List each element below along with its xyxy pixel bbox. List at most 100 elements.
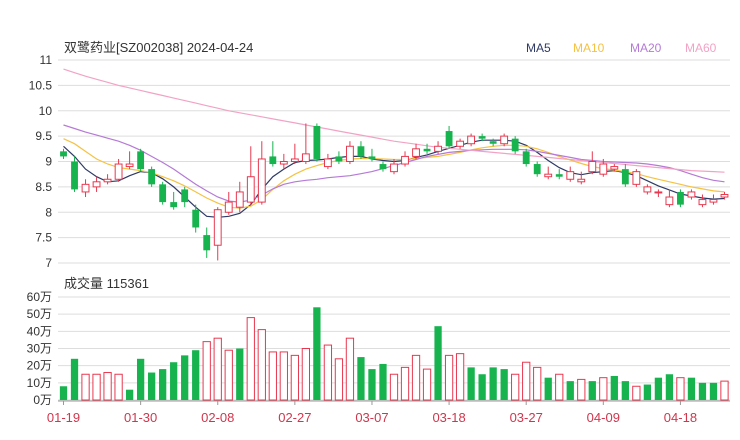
price-tick-label: 9 <box>45 155 52 169</box>
volume-bar <box>236 348 244 400</box>
candlestick <box>192 204 200 233</box>
volume-bar <box>654 377 663 400</box>
candle-body <box>279 161 288 165</box>
volume-tick-label: 60万 <box>27 290 52 304</box>
price-tick-label: 10 <box>39 104 53 118</box>
candle-body <box>533 164 541 175</box>
candle-body <box>588 161 597 173</box>
candlestick <box>114 158 123 182</box>
volume-bar <box>357 357 365 400</box>
volume-bar <box>148 372 156 400</box>
x-tick-label: 02-27 <box>278 410 311 425</box>
candle-body <box>511 138 519 152</box>
volume-y-axis: 60万 50万 40万 30万 20万 10万 0万 <box>27 290 52 407</box>
candlestick <box>489 138 497 147</box>
volume-bar <box>368 369 376 400</box>
candle-body <box>632 171 641 185</box>
candle-body <box>599 163 608 175</box>
candlestick <box>379 161 387 172</box>
volume-bar <box>621 381 629 400</box>
candlestick <box>610 164 619 172</box>
volume-bar <box>125 389 134 400</box>
candlestick <box>698 194 707 208</box>
candlestick <box>643 184 652 195</box>
volume-bar <box>455 353 465 401</box>
volume-bar <box>720 380 729 401</box>
candle-body <box>203 235 211 251</box>
candle-body <box>137 151 145 170</box>
volume-bar <box>422 368 432 401</box>
x-tick-label: 03-27 <box>510 410 543 425</box>
volume-bar <box>92 373 101 401</box>
legend-ma10: MA10 <box>573 41 605 55</box>
candlestick <box>159 181 167 205</box>
candle-body <box>323 158 332 168</box>
candlestick <box>60 148 67 159</box>
volume-tick-label: 30万 <box>27 342 52 356</box>
volume-bar <box>59 386 68 400</box>
volume-bar <box>170 362 178 400</box>
candle-body <box>357 146 365 157</box>
candle-body <box>709 199 718 203</box>
volume-bar <box>136 358 145 400</box>
volume-bar <box>313 307 321 400</box>
candlestick <box>269 141 277 167</box>
price-y-axis: 11 10.5 10 9.5 9 8.5 8 7.5 7 <box>29 53 53 270</box>
volume-bar <box>301 348 311 401</box>
candle-body <box>290 158 299 162</box>
volume-bar <box>400 366 410 401</box>
candlestick <box>544 166 553 180</box>
volume-bar <box>522 361 531 401</box>
candle-body <box>456 140 465 147</box>
volume-bar <box>70 358 79 400</box>
volume-tick-label: 20万 <box>27 359 52 373</box>
candlestick <box>137 148 145 172</box>
volume-bar <box>257 329 266 401</box>
candle-body <box>335 156 343 162</box>
candle-body <box>269 156 277 165</box>
volume-bar <box>478 374 486 400</box>
candle-body <box>213 209 222 246</box>
candlestick <box>357 141 365 159</box>
candlestick <box>148 166 156 187</box>
candle-body <box>665 196 674 206</box>
x-tick-label: 01-30 <box>124 410 157 425</box>
candle-body <box>148 169 156 185</box>
candle-body <box>103 178 112 183</box>
volume-bar <box>566 381 574 400</box>
candlestick <box>720 191 729 200</box>
volume-bar <box>676 377 685 401</box>
candlestick <box>412 143 420 159</box>
candlestick <box>665 189 674 208</box>
candle-body <box>720 193 729 198</box>
volume-bar <box>434 326 442 400</box>
volume-bar <box>533 366 542 401</box>
candlestick <box>654 189 663 198</box>
candlestick <box>445 125 453 149</box>
legend-ma5: MA5 <box>526 41 551 55</box>
candlestick <box>423 143 431 154</box>
candlestick <box>335 151 343 165</box>
candlestick <box>390 158 398 175</box>
candle-body <box>610 166 619 170</box>
candlestick <box>577 171 586 185</box>
candle-body <box>368 156 376 159</box>
volume-bar <box>323 344 333 401</box>
volume-bar <box>192 350 200 400</box>
volume-bar <box>599 377 608 401</box>
volume-bar <box>698 382 707 400</box>
volume-bar <box>202 341 211 401</box>
legend: MA5 MA10 MA20 MA60 <box>526 41 717 55</box>
candlestick <box>566 166 575 182</box>
candle-body <box>159 184 167 203</box>
candle-body <box>467 135 476 145</box>
x-tick-label: 04-18 <box>664 410 697 425</box>
candlestick <box>213 207 222 261</box>
candle-body <box>60 151 67 157</box>
candlesticks <box>60 123 729 261</box>
volume-bar <box>181 355 189 400</box>
volume-tick-label: 0万 <box>33 393 52 407</box>
volume-bar <box>379 363 387 400</box>
volume-tick-label: 10万 <box>27 376 52 390</box>
